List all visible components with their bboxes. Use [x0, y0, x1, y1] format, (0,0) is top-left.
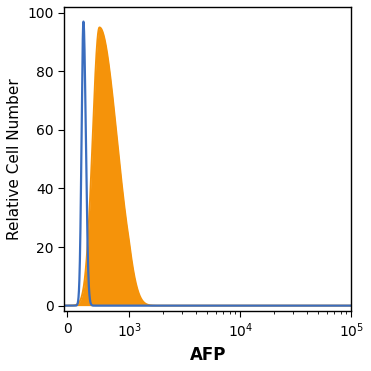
X-axis label: AFP: AFP [190, 346, 226, 364]
Y-axis label: Relative Cell Number: Relative Cell Number [7, 78, 22, 240]
